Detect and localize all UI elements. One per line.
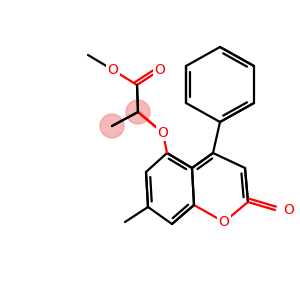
Text: O: O bbox=[219, 215, 230, 229]
Text: O: O bbox=[108, 63, 118, 77]
Circle shape bbox=[126, 100, 150, 124]
Text: O: O bbox=[158, 126, 168, 140]
Text: O: O bbox=[154, 63, 165, 77]
Circle shape bbox=[100, 114, 124, 138]
Text: O: O bbox=[283, 203, 294, 217]
